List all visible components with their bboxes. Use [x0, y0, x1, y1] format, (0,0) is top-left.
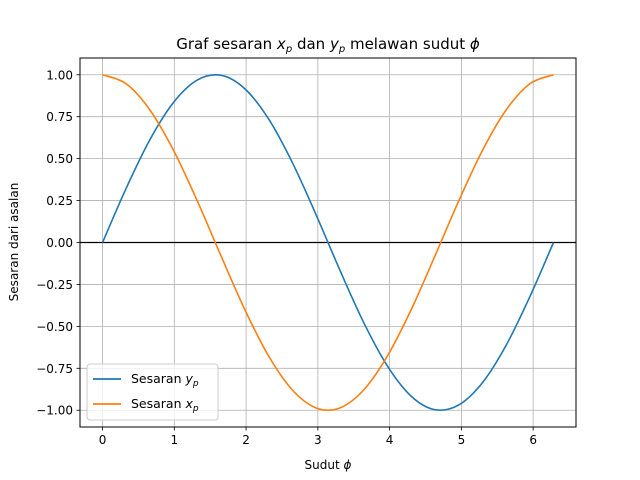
y-tick-label: −1.00 [36, 404, 73, 418]
y-axis-label: Sesaran dari asalan [7, 183, 21, 302]
x-tick-label: 5 [458, 433, 466, 447]
legend-label-x: Sesaran xp [131, 396, 199, 414]
y-tick-label: 0.50 [46, 152, 73, 166]
y-tick-label: −0.25 [36, 278, 73, 292]
y-tick-label: 0.75 [46, 110, 73, 124]
legend-label-y: Sesaran yp [131, 371, 199, 389]
legend-box [86, 363, 219, 421]
x-axis-label: Sudut ϕ [305, 458, 352, 472]
y-axis-ticks: −1.00 −0.75 −0.50 −0.25 0.00 0.25 0.50 0.75 1.00 [36, 68, 80, 418]
x-tick-label: 2 [242, 433, 250, 447]
y-tick-label: 0.25 [46, 194, 73, 208]
series-line-1 [102, 74, 554, 411]
x-axis-ticks: 0 1 2 3 4 5 6 [99, 427, 537, 447]
x-tick-label: 3 [314, 433, 322, 447]
y-tick-label: 1.00 [46, 68, 73, 82]
x-tick-label: 4 [386, 433, 394, 447]
x-tick-label: 6 [529, 433, 537, 447]
x-tick-label: 1 [170, 433, 178, 447]
x-tick-label: 0 [99, 433, 107, 447]
series-line-0 [101, 73, 555, 412]
y-tick-label: 0.00 [46, 236, 73, 250]
y-tick-label: −0.50 [36, 320, 73, 334]
legend: Sesaran yp Sesaran xp [86, 363, 219, 421]
y-tick-label: −0.75 [36, 362, 73, 376]
series-lines [101, 73, 555, 412]
chart-title: Graf sesaran xp dan yp melawan sudut ϕ [176, 35, 480, 55]
